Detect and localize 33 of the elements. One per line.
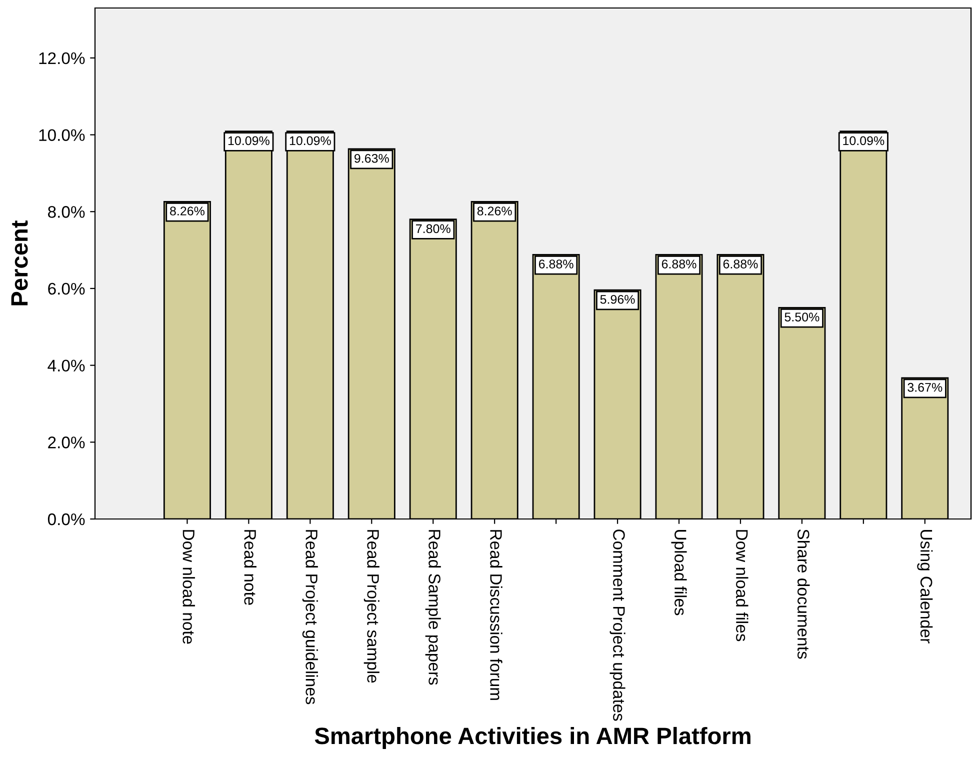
data-label: 10.09% [290,136,331,146]
x-tick-label: Read Project guidelines [302,530,318,704]
x-tick-label: Read Discussion forum [490,530,502,700]
x-tick-label: Read note [244,530,256,605]
y-tick-label: 12.0% [39,52,85,64]
data-label: 6.88% [538,260,574,268]
x-tick-label: Share documents [797,529,810,659]
x-tick-label: Upload files [671,530,687,616]
data-label: 9.63% [354,154,389,163]
x-tick-label: Read Sample papers [425,530,441,685]
data-label: 10.09% [228,136,270,146]
data-label: 8.26% [170,206,204,216]
y-tick-label: 4.0% [48,360,85,372]
y-tick-label: 10.0% [39,129,85,141]
x-tick-label: Dow nload note [182,530,195,644]
data-label: 7.80% [416,224,450,234]
x-tick-label: Dow nload files [736,530,748,642]
data-label: 5.50% [784,312,820,322]
x-tick-label: Comment Project updates [610,530,626,721]
y-tick-label: 8.0% [48,206,85,218]
x-tick-label: Using Calender [917,530,933,644]
x-tick-label: Read Project sample [364,530,380,683]
y-tick-label: 0.0% [48,513,85,526]
x-axis-title: Smartphone Activities in AMR Platform [314,726,750,749]
y-axis-title: Percent [11,220,28,306]
data-label: 6.88% [723,260,758,268]
y-tick-label: 6.0% [48,282,85,295]
data-label: 6.88% [662,260,696,268]
data-label: 10.09% [843,136,884,146]
data-label: 5.96% [600,294,635,304]
data-label: 8.26% [477,206,512,216]
y-tick-label: 2.0% [48,436,85,448]
data-label: 3.67% [908,382,942,392]
